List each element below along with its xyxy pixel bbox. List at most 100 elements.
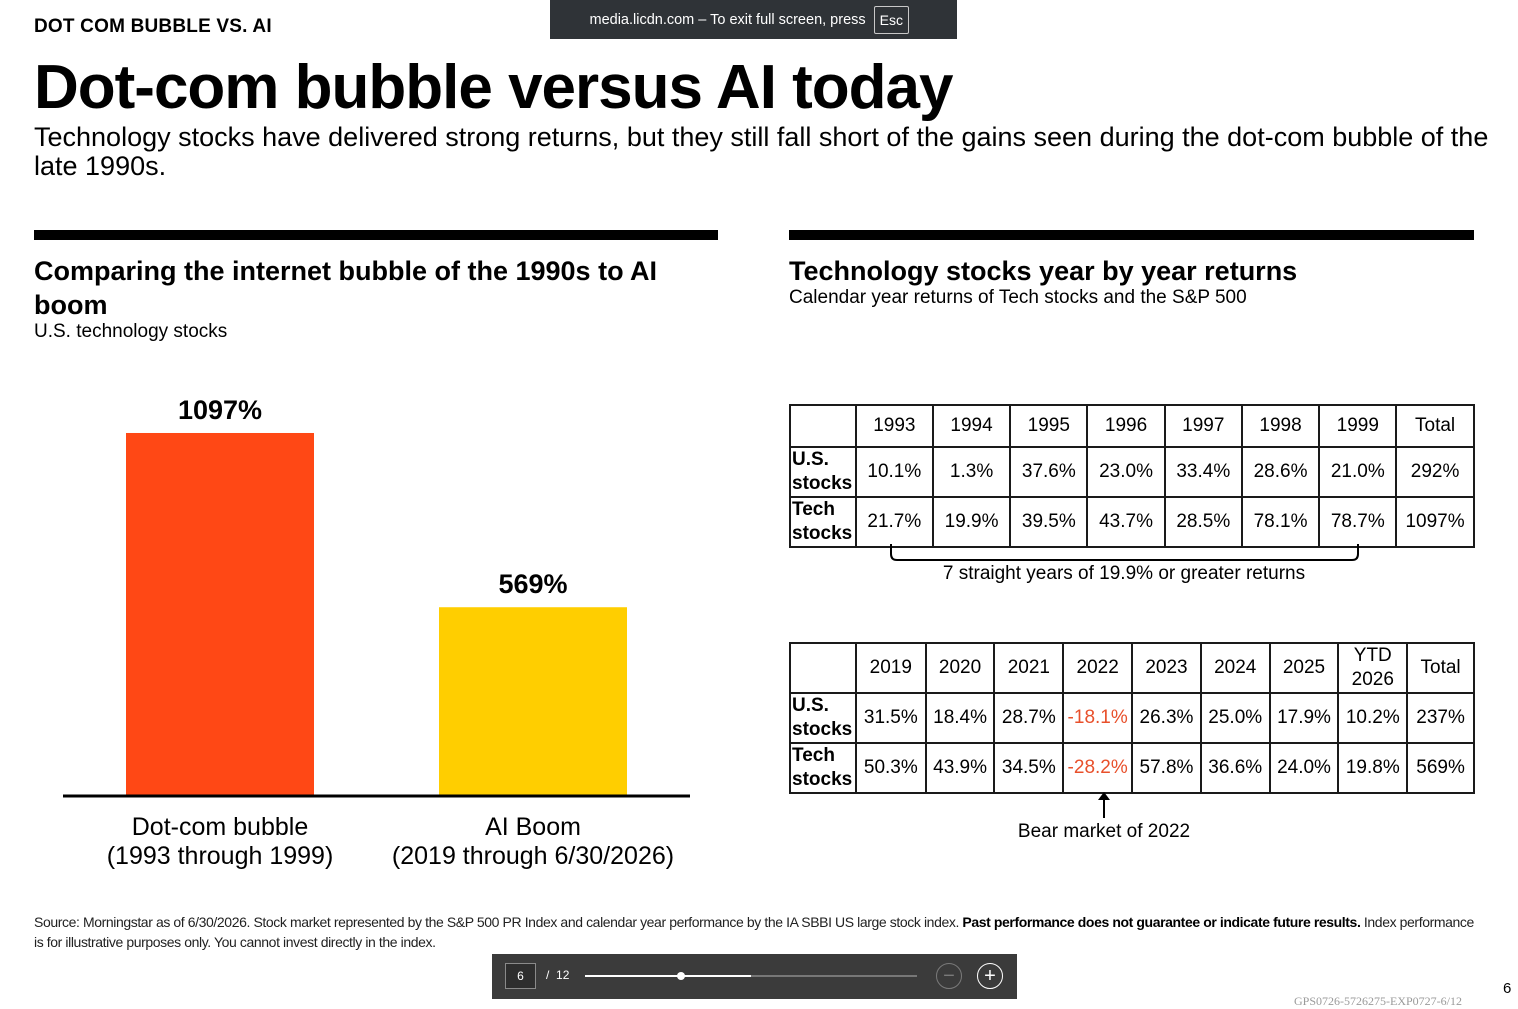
- table-cell: 50.3%: [854, 742, 927, 794]
- minus-icon: −: [943, 965, 955, 987]
- table-cell: 34.5%: [993, 742, 1065, 794]
- zoom-in-button[interactable]: +: [977, 963, 1003, 989]
- bar-category-line: Dot-com bubble: [131, 813, 309, 841]
- table-header-cell: 1999: [1318, 404, 1398, 448]
- table-cell: 37.6%: [1009, 446, 1089, 498]
- table-header-cell: 1994: [931, 404, 1012, 448]
- table-cell: 19.8%: [1337, 742, 1409, 794]
- table-header-cell: [789, 404, 857, 448]
- returns-table-ai-era: 2019 2020 2021 2022 2023 2024 2025 YTD 2…: [789, 642, 1475, 794]
- table-cell: 1097%: [1395, 496, 1475, 548]
- bar-1: [439, 607, 627, 795]
- total-pages: 12: [556, 968, 570, 982]
- table-cell: 78.7%: [1318, 496, 1398, 548]
- streak-bracket: [890, 544, 1359, 561]
- table-header-cell: 1997: [1163, 404, 1243, 448]
- table-cell: 18.4%: [924, 692, 996, 744]
- page-separator: /: [546, 968, 550, 982]
- fullscreen-notice-text: media.licdn.com – To exit full screen, p…: [589, 11, 866, 28]
- table-cell: 57.8%: [1131, 742, 1202, 794]
- table-header-row: 2019 2020 2021 2022 2023 2024 2025 YTD 2…: [789, 642, 1475, 694]
- table-header-cell: 2023: [1131, 642, 1202, 694]
- table-header-cell: 2019: [854, 642, 927, 694]
- table-cell: 25.0%: [1199, 692, 1271, 744]
- slide-title: Dot-com bubble versus AI today: [34, 53, 953, 122]
- right-panel-subtitle: Calendar year returns of Tech stocks and…: [789, 287, 1247, 308]
- table-cell: 23.0%: [1086, 446, 1166, 498]
- bar-category-line: (2019 through 6/30/2026): [391, 842, 675, 870]
- slide-kicker: DOT COM BUBBLE VS. AI: [34, 16, 272, 37]
- table-cell: 24.0%: [1268, 742, 1340, 794]
- table-cell: 33.4%: [1163, 446, 1243, 498]
- table-header-cell: 1996: [1086, 404, 1166, 448]
- table-cell-negative: -28.2%: [1062, 742, 1134, 794]
- table-cell: 237%: [1406, 692, 1475, 744]
- source-footnote: Source: Morningstar as of 6/30/2026. Sto…: [34, 912, 1484, 952]
- bear-market-annotation: Bear market of 2022: [1017, 821, 1191, 842]
- table-cell: 28.5%: [1163, 496, 1243, 548]
- slide-subtitle: Technology stocks have delivered strong …: [34, 122, 1489, 181]
- page-slider-fill: [585, 975, 751, 977]
- plus-icon: +: [984, 965, 996, 987]
- table-header-cell: [789, 642, 857, 694]
- page-slider-handle[interactable]: [677, 972, 686, 980]
- table-cell: 31.5%: [854, 692, 927, 744]
- page-number-input[interactable]: 6: [505, 963, 536, 989]
- esc-key-hint: Esc: [873, 5, 909, 34]
- bar-category-label-ai: AI Boom (2019 through 6/30/2026): [373, 813, 693, 871]
- table-cell: 10.1%: [854, 446, 934, 498]
- row-header-tech-stocks: Tech stocks: [789, 496, 857, 548]
- table-header-cell: 2025: [1268, 642, 1340, 694]
- past-performance-disclaimer: Past performance does not guarantee or i…: [962, 914, 1361, 930]
- table-cell: 26.3%: [1131, 692, 1202, 744]
- page-count: / 12: [546, 968, 569, 982]
- row-header-us-stocks: U.S. stocks: [789, 692, 857, 744]
- right-panel-title: Technology stocks year by year returns: [789, 256, 1298, 286]
- row-header-tech-stocks: Tech stocks: [789, 742, 857, 794]
- bear-market-arrow-icon: [1098, 792, 1110, 818]
- table-header-cell: YTD 2026: [1337, 642, 1409, 694]
- table-row: Tech stocks 21.7% 19.9% 39.5% 43.7% 28.5…: [789, 496, 1475, 548]
- table-cell: 43.7%: [1086, 496, 1166, 548]
- returns-table-1990s: 1993 1994 1995 1996 1997 1998 1999 Total…: [789, 404, 1475, 548]
- table-cell: 569%: [1406, 742, 1475, 794]
- table-cell: 36.6%: [1199, 742, 1271, 794]
- table-cell-negative: -18.1%: [1062, 692, 1134, 744]
- table-cell: 17.9%: [1268, 692, 1340, 744]
- streak-annotation: 7 straight years of 19.9% or greater ret…: [942, 563, 1306, 584]
- table-cell: 19.9%: [931, 496, 1012, 548]
- table-header-cell: 2022: [1062, 642, 1134, 694]
- table-header-cell: 2020: [924, 642, 996, 694]
- table-cell: 10.2%: [1337, 692, 1409, 744]
- row-header-us-stocks: U.S. stocks: [789, 446, 857, 498]
- table-cell: 43.9%: [924, 742, 996, 794]
- bar-chart: 1097% 569%: [63, 395, 690, 798]
- table-header-cell: 2024: [1199, 642, 1271, 694]
- pdf-viewer-toolbar: 6 / 12 − +: [492, 954, 1017, 999]
- bar-value-label: 569%: [498, 569, 567, 599]
- fullscreen-notice: media.licdn.com – To exit full screen, p…: [550, 0, 957, 39]
- table-header-row: 1993 1994 1995 1996 1997 1998 1999 Total: [789, 404, 1475, 448]
- table-header-cell: 1998: [1240, 404, 1321, 448]
- table-row: U.S. stocks 31.5% 18.4% 28.7% -18.1% 26.…: [789, 692, 1475, 744]
- bar-category-line: AI Boom: [485, 813, 581, 841]
- table-cell: 28.7%: [993, 692, 1065, 744]
- table-cell: 21.0%: [1318, 446, 1398, 498]
- table-header-cell: 1993: [854, 404, 934, 448]
- right-section-rule: [789, 230, 1474, 240]
- table-header-cell: Total: [1395, 404, 1475, 448]
- left-section-rule: [34, 230, 718, 240]
- bar-category-label-dotcom: Dot-com bubble (1993 through 1999): [60, 813, 380, 871]
- bar-value-label: 1097%: [178, 395, 262, 425]
- left-panel-title: Comparing the internet bubble of the 199…: [34, 256, 658, 320]
- table-header-cell: 1995: [1009, 404, 1089, 448]
- page-slider[interactable]: [585, 972, 917, 980]
- source-text-tail: Index performance is for illustrative pu…: [34, 914, 1474, 950]
- zoom-out-button[interactable]: −: [936, 963, 962, 989]
- left-panel-subtitle: U.S. technology stocks: [34, 321, 228, 342]
- table-cell: 78.1%: [1240, 496, 1321, 548]
- table-cell: 21.7%: [854, 496, 934, 548]
- table-header-cell: Total: [1406, 642, 1475, 694]
- bar-category-line: (1993 through 1999): [106, 842, 334, 870]
- table-cell: 39.5%: [1009, 496, 1089, 548]
